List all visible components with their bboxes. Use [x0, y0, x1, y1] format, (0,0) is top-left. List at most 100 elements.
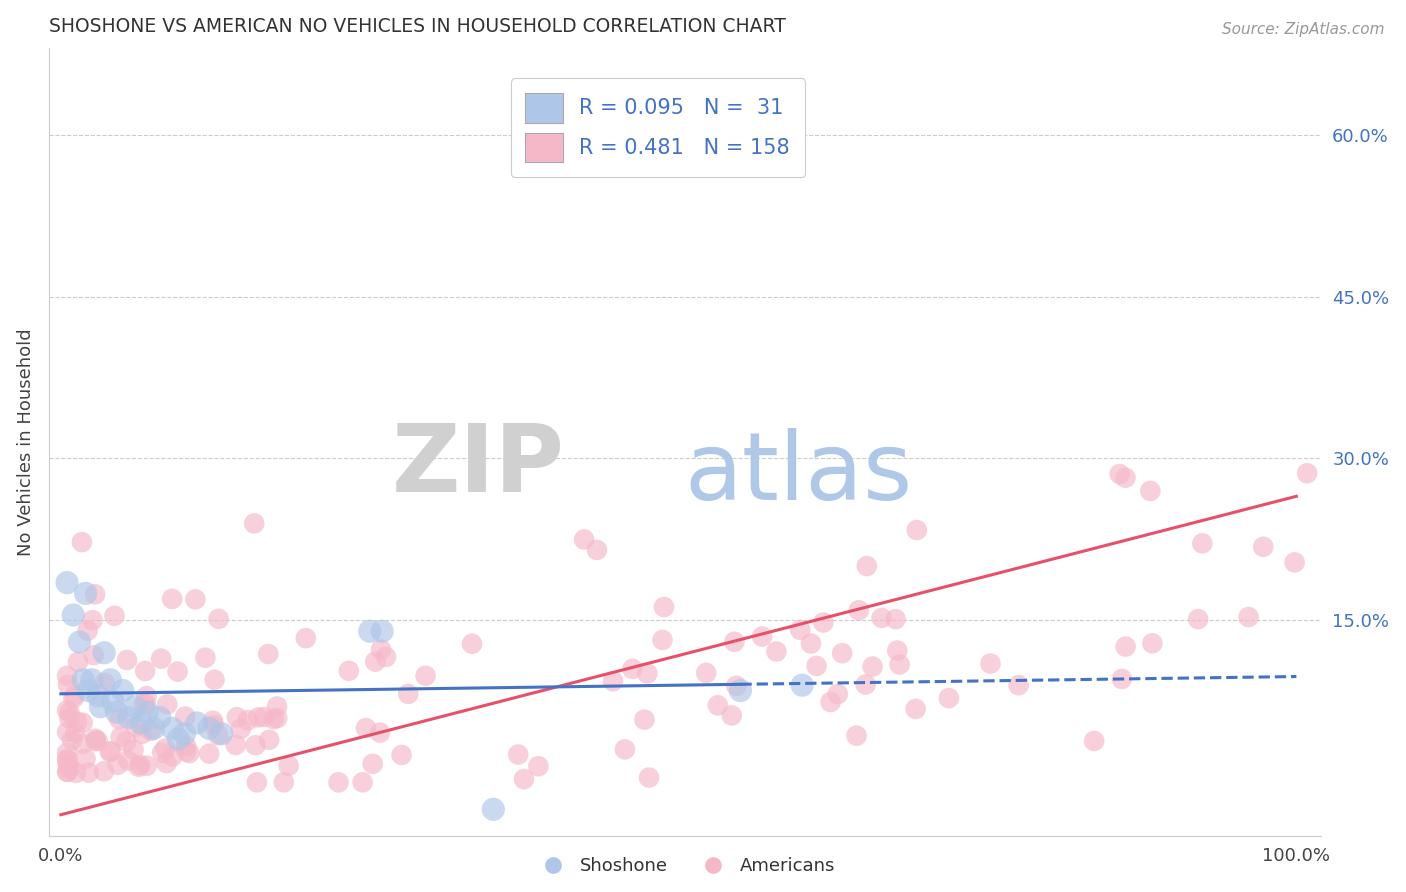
Point	[184, 592, 207, 607]
Point	[820, 695, 842, 709]
Point	[117, 754, 139, 768]
Point	[77, 683, 100, 698]
Point	[862, 659, 884, 673]
Point	[108, 712, 131, 726]
Point	[1139, 483, 1161, 498]
Point	[174, 709, 197, 723]
Point	[179, 746, 201, 760]
Point	[1108, 467, 1130, 481]
Point	[361, 756, 384, 771]
Point	[508, 747, 530, 762]
Point	[884, 612, 907, 626]
Point	[84, 587, 107, 601]
Point	[56, 764, 79, 779]
Point	[83, 648, 105, 663]
Point	[720, 708, 742, 723]
Point	[245, 738, 267, 752]
Point	[1007, 678, 1029, 692]
Point	[56, 752, 79, 766]
Point	[129, 715, 152, 730]
Point	[107, 757, 129, 772]
Point	[1296, 467, 1319, 481]
Point	[337, 664, 360, 678]
Point	[831, 646, 853, 660]
Point	[1191, 536, 1213, 550]
Point	[651, 632, 673, 647]
Point	[128, 760, 150, 774]
Point	[69, 635, 91, 649]
Point	[89, 699, 111, 714]
Point	[150, 651, 173, 665]
Point	[266, 711, 288, 725]
Point	[155, 741, 177, 756]
Point	[77, 765, 100, 780]
Point	[328, 775, 350, 789]
Point	[602, 674, 624, 689]
Point	[124, 699, 146, 714]
Point	[56, 746, 79, 760]
Point	[135, 697, 157, 711]
Point	[225, 738, 247, 752]
Text: atlas: atlas	[685, 428, 912, 520]
Point	[118, 710, 141, 724]
Point	[115, 734, 138, 748]
Point	[695, 665, 717, 680]
Point	[80, 673, 103, 687]
Point	[633, 713, 655, 727]
Point	[63, 688, 86, 702]
Point	[354, 721, 377, 735]
Point	[295, 631, 318, 645]
Point	[173, 727, 195, 741]
Point	[56, 575, 79, 590]
Point	[105, 705, 128, 719]
Point	[1142, 636, 1164, 650]
Point	[482, 802, 505, 816]
Point	[513, 772, 536, 786]
Point	[162, 749, 184, 764]
Point	[124, 720, 146, 734]
Point	[246, 775, 269, 789]
Point	[75, 586, 97, 600]
Text: ZIP: ZIP	[392, 420, 565, 512]
Point	[1115, 640, 1137, 654]
Text: Source: ZipAtlas.com: Source: ZipAtlas.com	[1222, 22, 1385, 37]
Point	[266, 699, 288, 714]
Point	[56, 678, 79, 692]
Point	[789, 623, 811, 637]
Point	[93, 764, 115, 779]
Point	[208, 612, 231, 626]
Point	[93, 676, 115, 690]
Point	[56, 753, 79, 767]
Point	[229, 722, 252, 736]
Point	[621, 662, 644, 676]
Point	[461, 637, 484, 651]
Point	[155, 756, 177, 770]
Point	[257, 647, 280, 661]
Point	[167, 732, 190, 747]
Point	[277, 759, 299, 773]
Point	[938, 691, 960, 706]
Point	[243, 516, 266, 531]
Point	[86, 734, 108, 748]
Point	[156, 698, 179, 712]
Point	[352, 775, 374, 789]
Point	[58, 706, 80, 720]
Point	[115, 653, 138, 667]
Point	[62, 691, 84, 706]
Point	[201, 714, 224, 728]
Point	[638, 771, 661, 785]
Point	[845, 729, 868, 743]
Point	[364, 655, 387, 669]
Point	[98, 673, 121, 687]
Point	[84, 731, 107, 746]
Point	[58, 711, 80, 725]
Point	[56, 669, 79, 683]
Point	[979, 657, 1001, 671]
Point	[1083, 734, 1105, 748]
Point	[204, 673, 226, 687]
Y-axis label: No Vehicles in Household: No Vehicles in Household	[17, 328, 35, 556]
Point	[129, 758, 152, 772]
Point	[371, 624, 394, 639]
Point	[253, 710, 276, 724]
Point	[800, 636, 823, 650]
